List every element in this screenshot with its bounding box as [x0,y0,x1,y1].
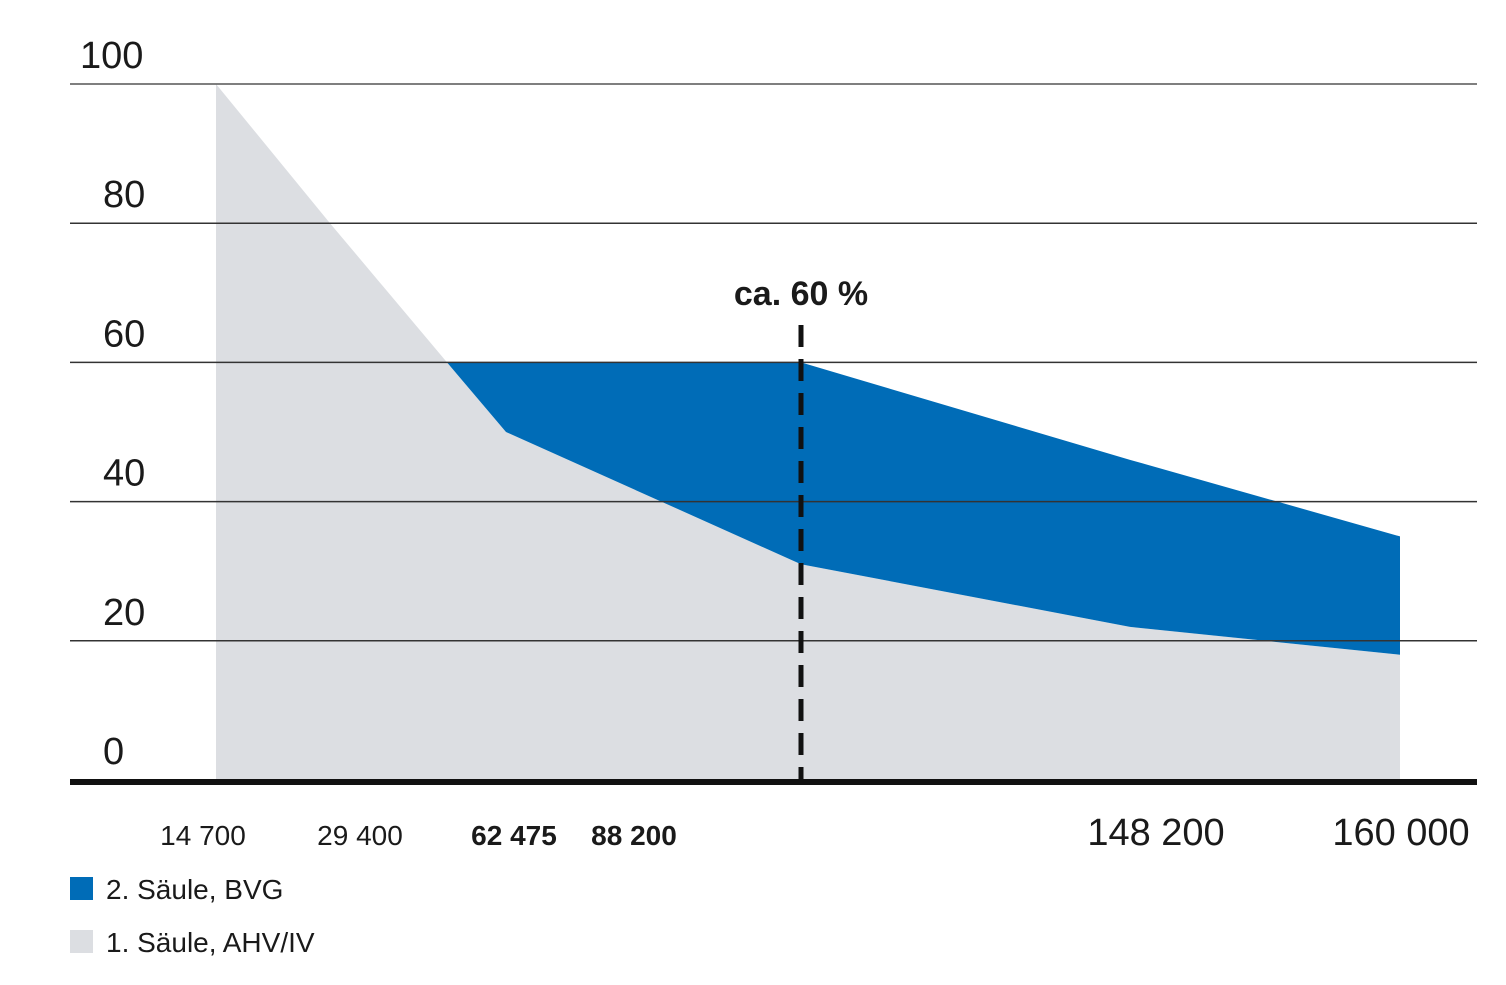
legend-label: 2. Säule, BVG [106,874,283,905]
x-tick-label: 148 200 [1087,812,1224,854]
annotation-label: ca. 60 % [734,275,868,313]
y-tick-label: 20 [103,592,145,634]
y-tick-label: 60 [103,313,145,355]
annotation-group: ca. 60 % [734,275,868,780]
legend-swatch [70,877,93,900]
y-tick-label: 80 [103,174,145,216]
x-tick-label: 160 000 [1332,812,1469,854]
y-tick-label: 0 [103,731,124,773]
x-tick-label: 14 700 [160,820,246,851]
x-tick-label: 29 400 [317,820,403,851]
y-tick-label: 100 [80,35,143,77]
x-tick-label: 88 200 [591,820,677,851]
area-series-ahv [216,84,1400,780]
y-axis-ticks: 100 80 60 40 20 0 [80,35,145,773]
chart-areas [216,84,1400,780]
area-series-bvg [447,362,1400,655]
x-axis-ticks: 14 700 29 400 62 475 88 200 148 200 160 000 [160,812,1470,854]
grid-lines [70,83,1477,642]
legend-label: 1. Säule, AHV/IV [106,927,315,958]
y-tick-label: 40 [103,453,145,495]
x-tick-label: 62 475 [471,820,557,851]
legend-swatch [70,930,93,953]
legend: 2. Säule, BVG 1. Säule, AHV/IV [70,874,315,958]
